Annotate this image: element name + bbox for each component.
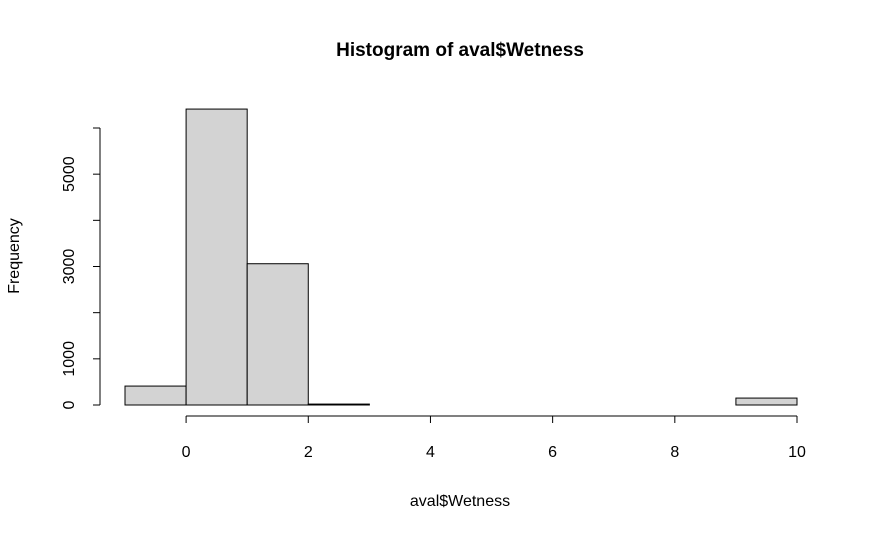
x-tick-label: 6 bbox=[548, 444, 557, 461]
bar bbox=[735, 397, 798, 406]
y-tick-label: 3000 bbox=[61, 249, 78, 285]
bar bbox=[185, 108, 248, 406]
x-tick-label: 4 bbox=[426, 444, 435, 461]
y-axis-label: Frequency bbox=[6, 218, 23, 294]
x-tick-label: 8 bbox=[670, 444, 679, 461]
y-tick-label: 0 bbox=[61, 400, 78, 409]
x-tick-label: 2 bbox=[304, 444, 313, 461]
x-tick-label: 10 bbox=[788, 444, 806, 461]
chart-title: Histogram of aval$Wetness bbox=[336, 40, 584, 61]
y-tick-label: 1000 bbox=[61, 341, 78, 377]
y-tick-label: 5000 bbox=[61, 156, 78, 192]
bar bbox=[307, 403, 370, 406]
x-tick-label: 0 bbox=[182, 444, 191, 461]
x-axis-label: aval$Wetness bbox=[410, 493, 510, 510]
bar bbox=[124, 385, 187, 406]
bar bbox=[246, 263, 309, 406]
